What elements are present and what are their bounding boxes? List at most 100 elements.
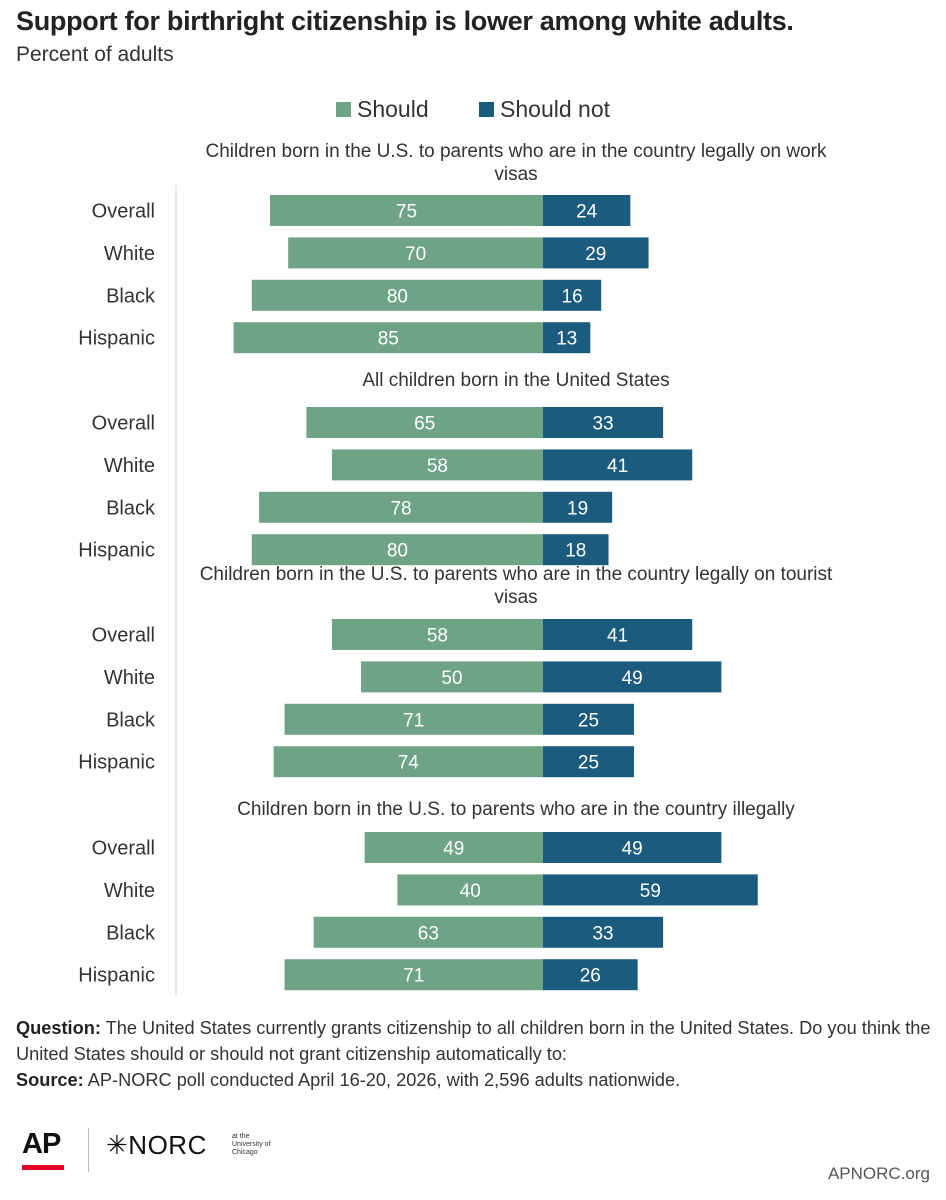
row-label: Hispanic	[78, 965, 155, 987]
bar-should	[331, 449, 543, 481]
data-label-should: 65	[414, 414, 435, 435]
row-label: Black	[106, 285, 156, 307]
row-label: White	[104, 455, 155, 477]
data-label-should-not: 26	[580, 966, 601, 987]
legend-item-should: Should	[336, 96, 429, 123]
data-label-should-not: 41	[607, 456, 628, 477]
legend-label-should-not: Should not	[500, 96, 610, 122]
row-label: Black	[106, 709, 156, 731]
bar-should-not	[543, 703, 634, 735]
data-label-should-not: 13	[556, 329, 577, 350]
data-label-should: 71	[403, 710, 424, 731]
group-header: Children born in the U.S. to parents who…	[206, 141, 827, 185]
data-label-should-not: 33	[592, 923, 613, 944]
norc-university-text: at the University of Chicago	[232, 1133, 271, 1157]
bar-should-not	[543, 619, 693, 650]
bar-should	[397, 874, 543, 906]
row-label: White	[104, 243, 155, 265]
data-label-should: 50	[441, 668, 462, 689]
data-label-should-not: 18	[565, 541, 586, 562]
legend-item-should-not: Should not	[479, 96, 610, 123]
bar-chart: Children born in the U.S. to parents who…	[78, 141, 833, 995]
row-label: Overall	[92, 413, 155, 435]
bar-should	[364, 832, 543, 863]
bar-should	[259, 491, 543, 523]
bar-should-not	[543, 407, 664, 438]
data-label-should-not: 19	[567, 498, 588, 519]
data-label-should: 49	[443, 839, 464, 860]
source-text: AP-NORC poll conducted April 16-20, 2026…	[83, 1070, 681, 1090]
norc-logo-text: NORC	[128, 1130, 207, 1160]
source-note: Source: AP-NORC poll conducted April 16-…	[16, 1067, 931, 1093]
row-label: Hispanic	[78, 540, 155, 562]
data-label-should: 80	[387, 286, 408, 307]
legend-label-should: Should	[357, 96, 429, 122]
row-label: Overall	[92, 201, 155, 223]
bar-should	[306, 407, 543, 438]
bar-should-not	[543, 916, 664, 948]
legend-swatch-should	[336, 102, 351, 117]
data-label-should: 75	[396, 202, 417, 223]
legend-swatch-should-not	[479, 102, 495, 117]
row-label: Overall	[92, 625, 155, 647]
bar-should-not	[543, 874, 758, 906]
chart-footer: Question: The United States currently gr…	[16, 1015, 931, 1093]
chart-subtitle: Percent of adults	[16, 43, 174, 66]
question-label: Question:	[16, 1018, 101, 1038]
bar-should	[251, 279, 544, 311]
ap-logo: AP	[22, 1128, 61, 1160]
data-label-should: 78	[390, 498, 411, 519]
row-label: Black	[106, 497, 156, 519]
data-label-should: 80	[387, 541, 408, 562]
row-label: White	[104, 880, 155, 902]
data-label-should-not: 25	[578, 710, 599, 731]
data-label-should-not: 16	[562, 286, 583, 307]
data-label-should-not: 49	[622, 839, 643, 860]
data-label-should-not: 59	[640, 881, 661, 902]
data-label-should-not: 25	[578, 753, 599, 774]
data-label-should: 71	[403, 966, 424, 987]
logo-divider	[88, 1128, 89, 1172]
bar-should-not	[543, 832, 722, 863]
group-header: Children born in the U.S. to parents who…	[200, 564, 833, 608]
bar-should-not	[543, 959, 638, 991]
bar-should	[284, 703, 543, 735]
data-label-should: 70	[405, 244, 426, 265]
row-label: Black	[106, 922, 156, 944]
bar-should	[251, 534, 544, 566]
bar-should	[361, 661, 543, 693]
bar-should	[233, 322, 543, 354]
bar-should-not	[543, 237, 649, 269]
data-label-should: 74	[398, 753, 420, 774]
row-label: White	[104, 667, 155, 689]
bar-should-not	[543, 322, 591, 354]
bar-should-not	[543, 195, 631, 226]
data-label-should-not: 33	[592, 414, 613, 435]
bar-should	[273, 746, 543, 778]
data-label-should: 40	[460, 881, 481, 902]
bar-should-not	[543, 746, 634, 778]
group-header: All children born in the United States	[362, 370, 669, 391]
norc-logo: ✳NORC	[106, 1130, 207, 1160]
bar-should	[331, 619, 543, 650]
row-label: Hispanic	[78, 328, 155, 350]
data-label-should: 85	[378, 329, 399, 350]
group-header: Children born in the U.S. to parents who…	[237, 799, 795, 820]
row-label: Overall	[92, 838, 155, 860]
bar-should	[284, 959, 543, 991]
bar-should-not	[543, 279, 602, 311]
chart-title: Support for birthright citizenship is lo…	[16, 6, 794, 36]
data-label-should-not: 29	[585, 244, 606, 265]
site-url: APNORC.org	[827, 1164, 930, 1183]
row-label: Hispanic	[78, 752, 155, 774]
data-label-should-not: 49	[622, 668, 643, 689]
bar-should	[288, 237, 543, 269]
data-label-should-not: 41	[607, 626, 628, 647]
norc-univ-line-1: at the	[232, 1133, 250, 1140]
bar-should-not	[543, 491, 613, 523]
bar-should	[313, 916, 543, 948]
bar-should-not	[543, 534, 609, 566]
data-label-should: 58	[427, 626, 448, 647]
bar-should-not	[543, 661, 722, 693]
question-text: The United States currently grants citiz…	[16, 1018, 931, 1064]
